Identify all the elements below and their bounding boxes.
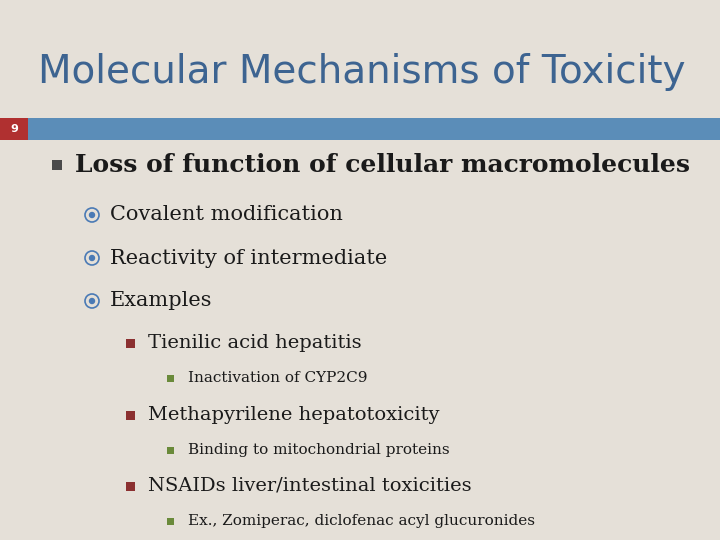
- Circle shape: [89, 213, 94, 218]
- Circle shape: [89, 255, 94, 260]
- Bar: [125, 482, 135, 490]
- Text: Examples: Examples: [110, 292, 212, 310]
- Text: Methapyrilene hepatotoxicity: Methapyrilene hepatotoxicity: [148, 406, 439, 424]
- Bar: [52, 160, 62, 170]
- Bar: [0, 118, 28, 140]
- Text: Reactivity of intermediate: Reactivity of intermediate: [110, 248, 387, 267]
- Bar: [0, 118, 720, 140]
- Text: Covalent modification: Covalent modification: [110, 206, 343, 225]
- Bar: [166, 447, 174, 454]
- Text: Tienilic acid hepatitis: Tienilic acid hepatitis: [148, 334, 361, 352]
- Bar: [166, 375, 174, 381]
- Bar: [166, 517, 174, 524]
- Text: NSAIDs liver/intestinal toxicities: NSAIDs liver/intestinal toxicities: [148, 477, 472, 495]
- Text: Molecular Mechanisms of Toxicity: Molecular Mechanisms of Toxicity: [38, 53, 685, 91]
- Text: Ex., Zomiperac, diclofenac acyl glucuronides: Ex., Zomiperac, diclofenac acyl glucuron…: [188, 514, 535, 528]
- Text: Inactivation of CYP2C9: Inactivation of CYP2C9: [188, 371, 367, 385]
- Bar: [125, 410, 135, 420]
- Text: 9: 9: [10, 124, 18, 134]
- Text: Binding to mitochondrial proteins: Binding to mitochondrial proteins: [188, 443, 449, 457]
- Bar: [125, 339, 135, 348]
- Circle shape: [89, 299, 94, 303]
- Text: Loss of function of cellular macromolecules: Loss of function of cellular macromolecu…: [75, 153, 690, 177]
